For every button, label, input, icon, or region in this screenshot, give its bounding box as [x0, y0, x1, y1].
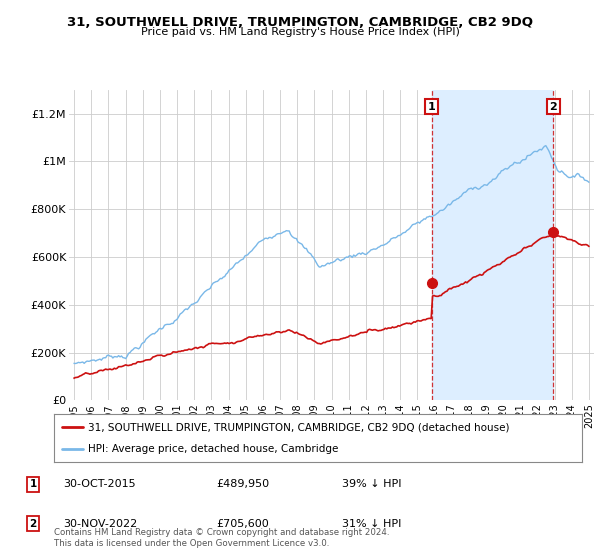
Text: £705,600: £705,600: [216, 519, 269, 529]
Text: 31% ↓ HPI: 31% ↓ HPI: [342, 519, 401, 529]
Text: 1: 1: [428, 102, 436, 111]
Text: 1: 1: [29, 479, 37, 489]
Text: 2: 2: [29, 519, 37, 529]
Text: 31, SOUTHWELL DRIVE, TRUMPINGTON, CAMBRIDGE, CB2 9DQ (detached house): 31, SOUTHWELL DRIVE, TRUMPINGTON, CAMBRI…: [88, 422, 510, 432]
Bar: [431, 90, 553, 400]
Text: HPI: Average price, detached house, Cambridge: HPI: Average price, detached house, Camb…: [88, 444, 338, 454]
Text: Contains HM Land Registry data © Crown copyright and database right 2024.
This d: Contains HM Land Registry data © Crown c…: [54, 528, 389, 548]
Text: 2: 2: [549, 102, 557, 111]
Text: 30-OCT-2015: 30-OCT-2015: [63, 479, 136, 489]
Text: 30-NOV-2022: 30-NOV-2022: [63, 519, 137, 529]
Text: 39% ↓ HPI: 39% ↓ HPI: [342, 479, 401, 489]
Text: Price paid vs. HM Land Registry's House Price Index (HPI): Price paid vs. HM Land Registry's House …: [140, 27, 460, 37]
Text: 31, SOUTHWELL DRIVE, TRUMPINGTON, CAMBRIDGE, CB2 9DQ: 31, SOUTHWELL DRIVE, TRUMPINGTON, CAMBRI…: [67, 16, 533, 29]
Text: £489,950: £489,950: [216, 479, 269, 489]
